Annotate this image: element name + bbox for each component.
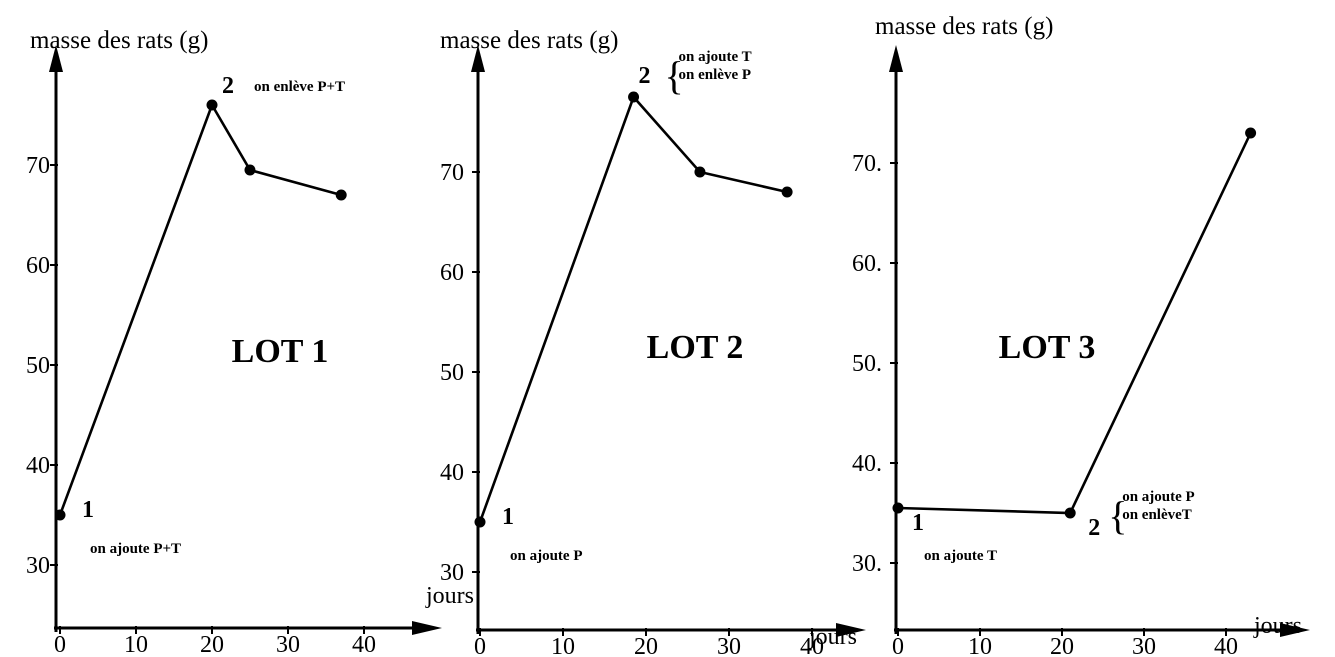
lot-title: LOT 2 — [647, 329, 744, 366]
y-axis-title: masse des rats (g) — [875, 13, 1053, 40]
data-point — [474, 516, 486, 528]
annotation-text: on ajoute T — [679, 49, 752, 65]
annotation-text: on ajoute P+T — [90, 541, 181, 557]
y-tick-label: 30 — [26, 553, 50, 579]
annotation-text: on enlève P — [679, 67, 752, 83]
x-axis-arrow — [1280, 623, 1310, 637]
data-point — [694, 166, 706, 178]
x-tick-label: 0 — [54, 632, 66, 657]
series-line — [58, 101, 342, 516]
y-axis-title: masse des rats (g) — [30, 27, 208, 54]
point-number-label: 2 — [222, 73, 234, 99]
data-point — [628, 91, 640, 103]
data-point — [54, 509, 66, 521]
data-point — [244, 164, 256, 176]
x-axis-unit-label: jours — [808, 624, 857, 650]
x-tick-label: 40 — [1214, 634, 1238, 657]
data-point — [1064, 507, 1076, 519]
y-tick-label: 60. — [852, 251, 882, 277]
brace-symbol: { — [1108, 493, 1127, 538]
lot-title: LOT 1 — [232, 333, 329, 370]
x-tick-label: 20 — [634, 634, 658, 657]
annotation-text: on ajoute P — [510, 548, 583, 564]
x-tick-label: 30 — [1132, 634, 1156, 657]
x-tick-label: 0 — [892, 634, 904, 657]
point-number-label: 1 — [502, 504, 514, 530]
x-tick-label: 10 — [968, 634, 992, 657]
x-tick-label: 40 — [800, 634, 824, 657]
y-tick-label: 30. — [852, 551, 882, 577]
y-tick-label: 40 — [26, 453, 50, 479]
chart-lot-1: masse des rats (g) 30 40 50 60 70 0 10 20 30 40 LOT… — [26, 27, 442, 657]
chart-lot-3: masse des rats (g) 30. 40. 50. 60. 70. 0 10 20 30… — [852, 13, 1310, 657]
x-tick-label: 20 — [1050, 634, 1074, 657]
x-tick-label: 0 — [474, 634, 486, 657]
x-tick-label: 30 — [276, 632, 300, 657]
y-axis-arrow — [49, 45, 63, 72]
y-tick-label: 50 — [26, 353, 50, 379]
x-axis-arrow — [412, 621, 442, 635]
annotation-text: on enlèveT — [1122, 507, 1192, 523]
y-tick-label: 40 — [440, 460, 464, 486]
y-tick-label: 70. — [852, 151, 882, 177]
data-point — [781, 186, 793, 198]
data-point — [1245, 127, 1257, 139]
x-tick-label: 40 — [352, 632, 376, 657]
point-number-label: 2 — [1088, 515, 1100, 541]
y-tick-label: 60 — [26, 253, 50, 279]
x-axis-unit-label: jours — [1253, 613, 1302, 639]
y-axis-arrow — [471, 45, 485, 72]
x-axis-arrow — [836, 623, 866, 637]
x-tick-label: 10 — [551, 634, 575, 657]
y-tick-label: 30 — [440, 560, 464, 586]
y-axis-title: masse des rats (g) — [440, 27, 618, 54]
x-tick-label: 30 — [717, 634, 741, 657]
y-tick-label: 70 — [440, 160, 464, 186]
y-axis-arrow — [889, 45, 903, 72]
point-number-label: 1 — [912, 510, 924, 536]
point-number-label: 1 — [82, 497, 94, 523]
annotation-text: on enlève P+T — [254, 79, 345, 95]
data-point — [335, 189, 347, 201]
x-tick-label: 10 — [124, 632, 148, 657]
lot-title: LOT 3 — [999, 329, 1096, 366]
x-axis-unit-label: jours — [425, 583, 474, 609]
x-tick-label: 20 — [200, 632, 224, 657]
point-number-label: 2 — [639, 63, 651, 89]
data-point — [892, 502, 904, 514]
data-point — [206, 99, 218, 111]
series-line — [478, 94, 788, 523]
series-line — [897, 132, 1252, 515]
y-tick-label: 50 — [440, 360, 464, 386]
annotation-text: on ajoute T — [924, 548, 997, 564]
y-tick-label: 60 — [440, 260, 464, 286]
annotation-text: on ajoute P — [1122, 489, 1195, 505]
y-tick-label: 40. — [852, 451, 882, 477]
brace-symbol: { — [665, 53, 684, 98]
y-tick-label: 70 — [26, 153, 50, 179]
y-tick-label: 50. — [852, 351, 882, 377]
